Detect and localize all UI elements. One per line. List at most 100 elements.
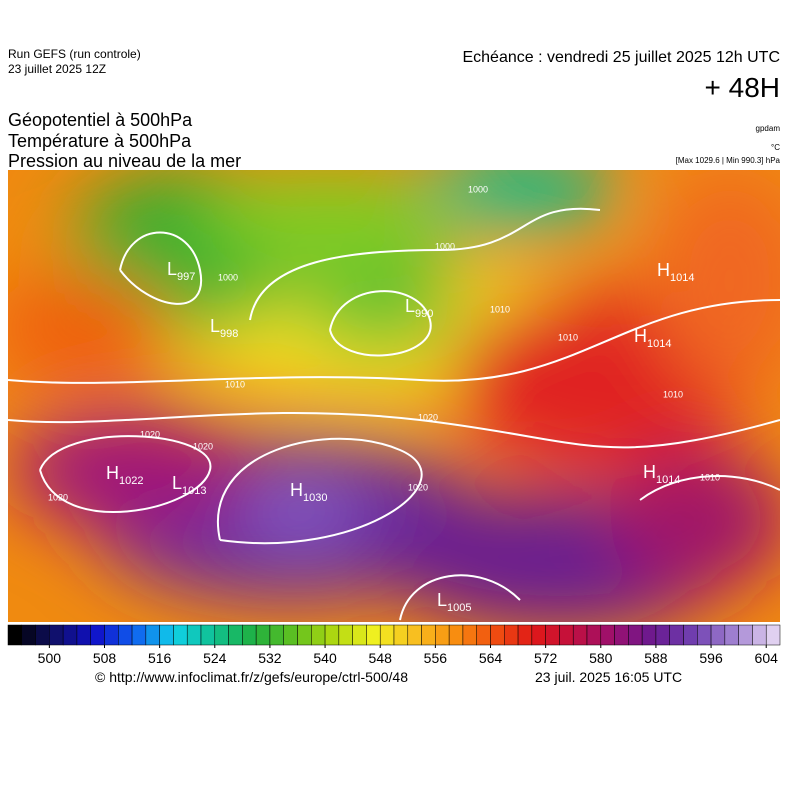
- center-value: 1014: [656, 474, 680, 486]
- colorbar-swatch: [738, 624, 753, 646]
- colorbar-swatch: [655, 624, 670, 646]
- colorbar-swatch: [186, 624, 202, 646]
- colorbar-swatch: [21, 624, 36, 646]
- colorbar-swatch: [504, 624, 519, 646]
- colorbar-tick-label: 588: [644, 650, 668, 666]
- center-value: 1022: [119, 475, 143, 487]
- colorbar-swatch: [586, 624, 602, 646]
- colorbar-swatch: [352, 624, 367, 646]
- colorbar-swatch: [448, 624, 464, 646]
- source-url: © http://www.infoclimat.fr/z/gefs/europe…: [95, 669, 408, 685]
- colorbar-swatch: [435, 624, 450, 646]
- colorbar-swatch: [393, 624, 409, 646]
- pressure-center: L997: [167, 259, 195, 283]
- colorbar-swatch: [131, 624, 147, 646]
- colorbar-swatch: [559, 624, 574, 646]
- pressure-center: H1014: [657, 260, 694, 284]
- center-letter: L: [172, 473, 182, 493]
- colorbar-tick-label: 540: [313, 650, 337, 666]
- colorbar-swatch: [407, 624, 422, 646]
- title: Pression au niveau de la mer: [8, 151, 241, 171]
- colorbar-tick-label: 532: [258, 650, 282, 666]
- pressure-center: H1030: [290, 480, 327, 504]
- colorbar-swatch: [462, 624, 477, 646]
- colorbar-tick-label: 564: [479, 650, 503, 666]
- colorbar-swatch: [104, 624, 119, 646]
- colorbar-swatch: [669, 624, 684, 646]
- run: Run GEFS (run controle): [8, 47, 141, 61]
- colorbar-swatch: [765, 624, 781, 646]
- pressure-center: H1014: [634, 326, 671, 350]
- center-value: 1014: [647, 338, 671, 350]
- run-date: 23 juillet 2025 12Z: [8, 62, 106, 76]
- title: Géopotentiel à 500hPa: [8, 110, 193, 130]
- contour-label: 1000: [435, 241, 455, 251]
- center-letter: L: [210, 316, 220, 336]
- contour-label: 1010: [225, 379, 245, 389]
- center-value: 1013: [182, 485, 206, 497]
- contour-labels: 1000 1000 1000 1010 1010 1010 1020 1020 1020 1020…: [48, 184, 720, 502]
- colorbar-swatch: [752, 624, 767, 646]
- contour-label: 1010: [700, 472, 720, 482]
- center-value: 998: [220, 328, 238, 340]
- center-value: 990: [415, 308, 433, 320]
- contour-label: 1010: [663, 389, 683, 399]
- colorbar-swatch: [35, 624, 50, 646]
- contour-label: 1000: [218, 272, 238, 282]
- colorbar-tick-label: 508: [93, 650, 117, 666]
- contour-label: 1010: [490, 304, 510, 314]
- colorbar-swatch: [200, 624, 216, 646]
- colorbar-swatch: [421, 624, 436, 646]
- center-letter: L: [167, 259, 177, 279]
- colorbar-tick-label: 580: [589, 650, 613, 666]
- colorbar-swatch: [145, 624, 160, 646]
- colorbar-tick-label: 548: [369, 650, 393, 666]
- center-value: 1030: [303, 492, 327, 504]
- center-letter: H: [106, 463, 119, 483]
- colorbar-tick-label: 516: [148, 650, 172, 666]
- center-letter: H: [657, 260, 670, 280]
- colorbar-swatch: [173, 624, 188, 646]
- issue-time: 23 juil. 2025 16:05 UTC: [535, 669, 682, 685]
- unit: gpdam: [756, 124, 781, 133]
- colorbar-swatch: [269, 624, 284, 646]
- pressure-center: L998: [210, 316, 238, 340]
- colorbar-swatch: [476, 624, 491, 646]
- colorbar-swatch: [159, 624, 174, 646]
- colorbar-swatch: [641, 624, 657, 646]
- colorbar-swatch: [297, 624, 312, 646]
- colorbar-swatch: [628, 624, 643, 646]
- colorbar-tick-label: 572: [534, 650, 558, 666]
- colorbar: 500 508 516 524 532 540 548 556 564 572 580 588 596 6…: [7, 624, 781, 666]
- colorbar-swatch: [724, 624, 739, 646]
- lead-time: + 48H: [705, 72, 781, 103]
- colorbar-swatch: [531, 624, 546, 646]
- colorbar-swatch: [214, 624, 229, 646]
- colorbar-swatch: [366, 624, 381, 646]
- colorbar-swatch: [311, 624, 326, 646]
- unit: °C: [771, 143, 780, 152]
- colorbar-tick-label: 500: [38, 650, 62, 666]
- colorbar-swatch: [614, 624, 629, 646]
- center-letter: H: [290, 480, 303, 500]
- colorbar-tick-label: 556: [424, 650, 448, 666]
- map: [8, 170, 780, 622]
- title: Température à 500hPa: [8, 131, 192, 151]
- contour-label: 1000: [468, 184, 488, 194]
- pressure-center: H1014: [643, 462, 680, 486]
- colorbar-swatch: [545, 624, 560, 646]
- center-value: 1014: [670, 272, 694, 284]
- colorbar-swatch: [49, 624, 64, 646]
- contour-label: 1020: [193, 441, 213, 451]
- colorbar-swatch: [379, 624, 395, 646]
- colorbar-tick-label: 604: [755, 650, 779, 666]
- contour-label: 1010: [558, 332, 578, 342]
- colorbar-swatch: [283, 624, 298, 646]
- pressure-center: L1013: [172, 473, 207, 497]
- colorbar-swatch: [697, 624, 712, 646]
- contour-label: 1020: [418, 412, 438, 422]
- center-letter: H: [634, 326, 647, 346]
- center-value: 1005: [447, 602, 471, 614]
